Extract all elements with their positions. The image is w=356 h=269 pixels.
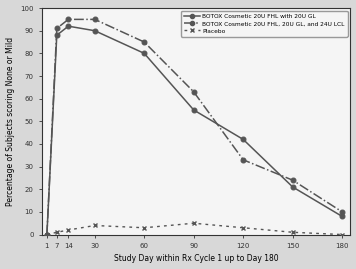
Legend: BOTOX Cosmetic 20U FHL with 20U GL, BOTOX Cosmetic 20U FHL, 20U GL, and 24U LCL,: BOTOX Cosmetic 20U FHL with 20U GL, BOTO… xyxy=(180,11,347,37)
X-axis label: Study Day within Rx Cycle 1 up to Day 180: Study Day within Rx Cycle 1 up to Day 18… xyxy=(114,254,278,263)
Y-axis label: Percentage of Subjects scoring None or Mild: Percentage of Subjects scoring None or M… xyxy=(6,37,15,206)
